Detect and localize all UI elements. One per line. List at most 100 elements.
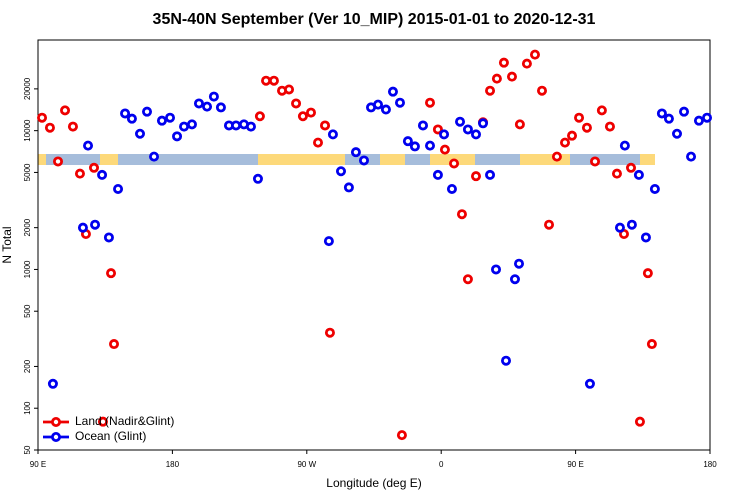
point (614, 222, 625, 233)
point (179, 121, 190, 132)
point (268, 75, 279, 86)
point (373, 99, 384, 110)
point (165, 112, 176, 123)
point (394, 97, 405, 108)
point (109, 339, 120, 350)
point (462, 124, 473, 135)
point (470, 129, 481, 140)
point (501, 355, 512, 366)
point (656, 108, 667, 119)
point (358, 155, 369, 166)
point (37, 112, 48, 123)
x-tick-label: 180 (166, 460, 180, 469)
point (619, 140, 630, 151)
point (574, 112, 585, 123)
point (335, 166, 346, 177)
point (581, 122, 592, 133)
point (380, 104, 391, 115)
x-tick-label: 180 (703, 460, 717, 469)
x-tick-label: 90 W (297, 460, 316, 469)
point (491, 264, 502, 275)
point (646, 339, 657, 350)
point (156, 115, 167, 126)
point (97, 416, 108, 427)
point (485, 85, 496, 96)
point (90, 219, 101, 230)
point (498, 57, 509, 68)
point (432, 124, 443, 135)
point (134, 128, 145, 139)
legend-label: Land (Nadir&Glint) (75, 414, 174, 428)
point (611, 168, 622, 179)
point (103, 232, 114, 243)
y-tick-label: 1000 (23, 260, 32, 278)
point (215, 102, 226, 113)
point (284, 84, 295, 95)
point (324, 327, 335, 338)
point (327, 129, 338, 140)
point (529, 49, 540, 60)
point (649, 183, 660, 194)
point (202, 101, 213, 112)
point (679, 106, 690, 117)
point (77, 222, 88, 233)
point (149, 151, 160, 162)
x-axis-label: Longitude (deg E) (326, 476, 421, 490)
point (120, 108, 131, 119)
point (409, 141, 420, 152)
point (470, 171, 481, 182)
point (626, 162, 637, 173)
point (521, 58, 532, 69)
point (491, 73, 502, 84)
point (350, 147, 361, 158)
x-tick-label: 90 E (30, 460, 46, 469)
point (449, 158, 460, 169)
point (83, 140, 94, 151)
point (633, 169, 644, 180)
point (113, 183, 124, 194)
point (186, 119, 197, 130)
point (439, 144, 450, 155)
point (485, 169, 496, 180)
point (97, 169, 108, 180)
point (402, 136, 413, 147)
land-mask-strip (38, 154, 655, 165)
point (396, 430, 407, 441)
point (417, 120, 428, 131)
point (297, 111, 308, 122)
plot-frame (37, 39, 711, 451)
point (559, 137, 570, 148)
point (567, 130, 578, 141)
point (172, 131, 183, 142)
y-tick-label: 2000 (23, 218, 32, 236)
point (455, 116, 466, 127)
point (387, 86, 398, 97)
point (89, 162, 100, 173)
point (514, 258, 525, 269)
point (254, 111, 265, 122)
y-tick-label: 50 (23, 445, 32, 454)
point (551, 151, 562, 162)
point (584, 378, 595, 389)
point (626, 219, 637, 230)
y-tick-label: 10000 (23, 119, 32, 142)
point (305, 107, 316, 118)
y-tick-label: 5000 (23, 163, 32, 181)
point (604, 121, 615, 132)
point (642, 268, 653, 279)
point (312, 137, 323, 148)
point (634, 416, 645, 427)
point (446, 183, 457, 194)
point (231, 120, 242, 131)
point (596, 105, 607, 116)
point (261, 75, 272, 86)
point (702, 112, 713, 123)
point (424, 97, 435, 108)
point (432, 169, 443, 180)
point (291, 98, 302, 109)
y-tick-label: 100 (23, 401, 32, 415)
y-tick-label: 20000 (23, 77, 32, 100)
point (245, 121, 256, 132)
point (47, 378, 58, 389)
point (106, 268, 117, 279)
